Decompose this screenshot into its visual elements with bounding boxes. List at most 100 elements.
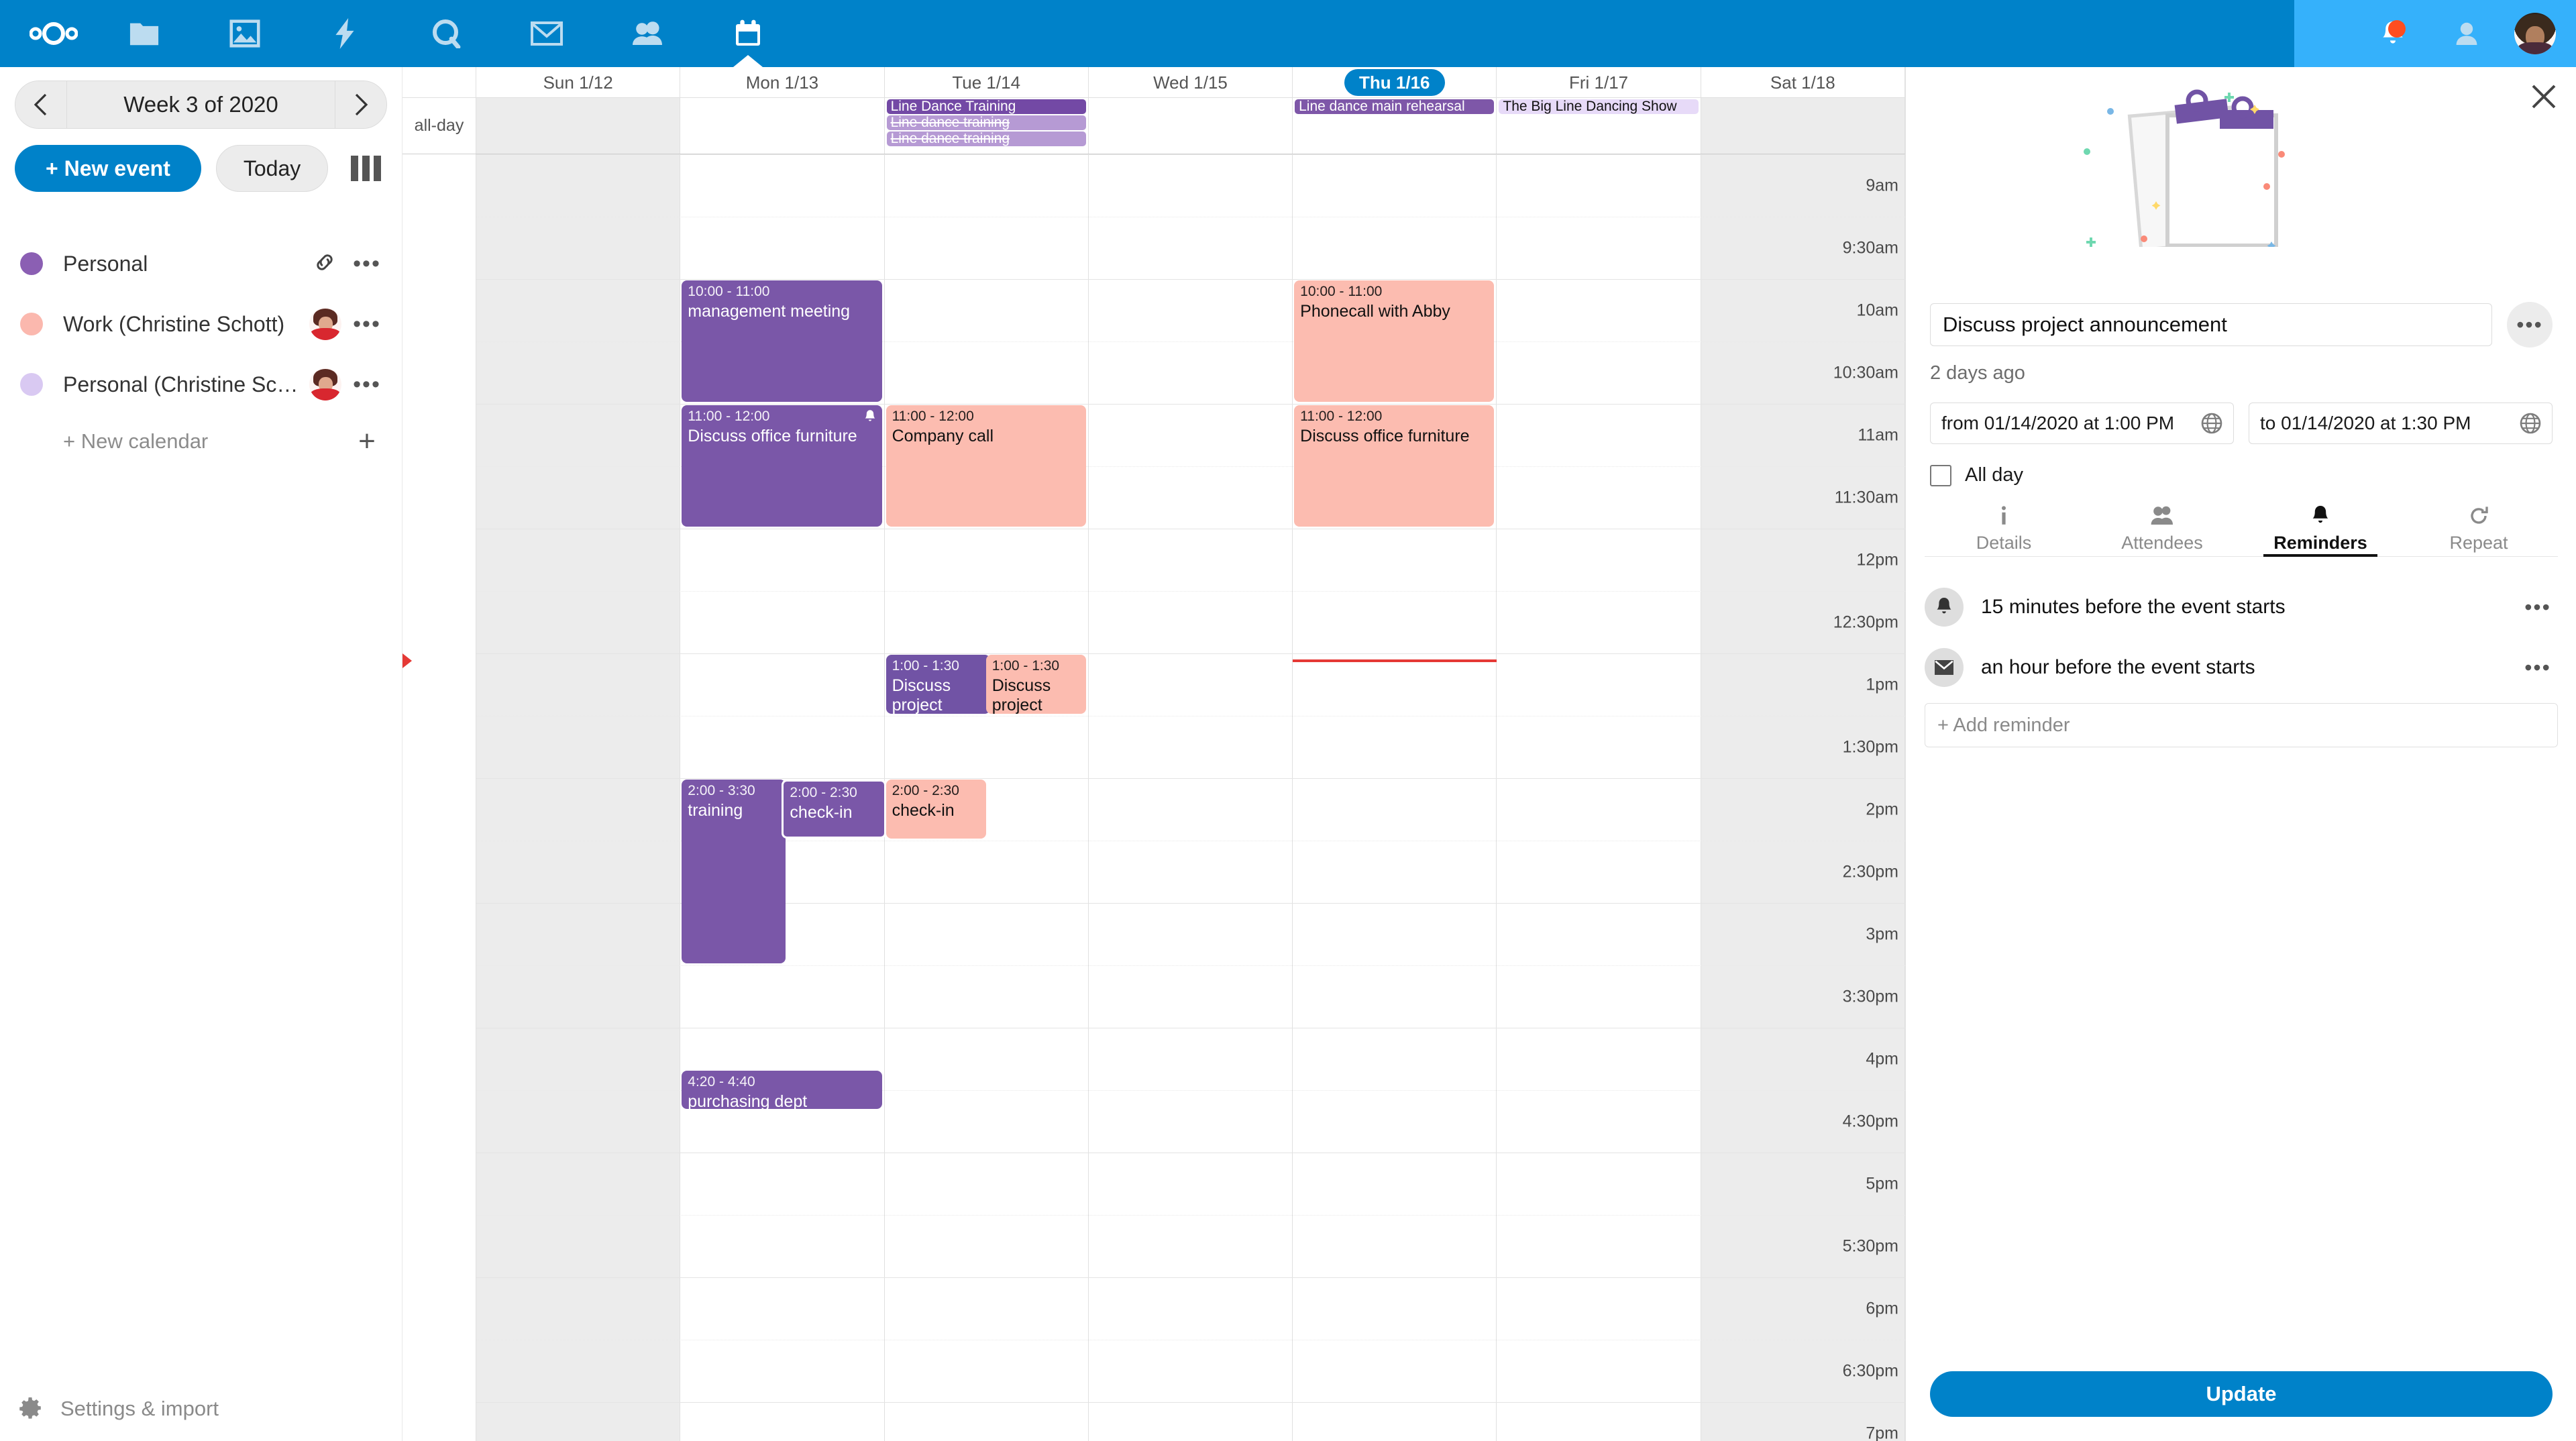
calendar-event[interactable]: 2:00 - 2:30 check-in (782, 780, 886, 839)
all-day-cell[interactable] (1089, 98, 1293, 154)
day-header-cell[interactable]: Wed 1/15 (1089, 67, 1293, 97)
plus-icon[interactable]: + (358, 425, 376, 458)
calendar-event[interactable]: 10:00 - 11:00 Phonecall with Abby (1294, 280, 1495, 402)
time-label: 5:30pm (1842, 1236, 1898, 1255)
calendar-event[interactable]: 11:00 - 12:00 Discuss office furniture (682, 405, 882, 527)
day-header-cell[interactable]: Mon 1/13 (680, 67, 885, 97)
tab-label: Attendees (2121, 533, 2203, 553)
globe-icon (2520, 413, 2541, 434)
calendar-actions-button[interactable]: ••• (353, 372, 381, 397)
day-header-cell[interactable]: Sat 1/18 (1701, 67, 1905, 97)
nav-item-photos[interactable] (195, 0, 295, 67)
calendar-list-item[interactable]: Work (Christine Schott) ••• (0, 294, 402, 354)
day-header-cell[interactable]: Tue 1/14 (885, 67, 1089, 97)
all-day-cell[interactable] (680, 98, 885, 154)
link-icon[interactable] (313, 251, 336, 277)
calendar-event[interactable]: 2:00 - 2:30 check-in (885, 780, 986, 839)
time-label: 11:30am (1834, 488, 1898, 506)
calendar-event[interactable]: 11:00 - 12:00 Company call (885, 405, 1086, 527)
calendar-event[interactable]: 4:20 - 4:40 purchasing dept (682, 1070, 882, 1109)
grid-line (476, 466, 1905, 467)
event-end-field[interactable]: to 01/14/2020 at 1:30 PM (2249, 403, 2553, 444)
nav-item-calendar[interactable] (698, 0, 798, 67)
day-header-cell[interactable]: Sun 1/12 (476, 67, 681, 97)
day-column[interactable] (1293, 154, 1497, 1441)
close-icon[interactable] (2530, 83, 2557, 113)
time-label: 5pm (1866, 1174, 1898, 1193)
calendar-color-dot (20, 313, 43, 335)
event-title: check-in (790, 802, 853, 822)
user-icon (2456, 22, 2477, 45)
new-event-button[interactable]: + New event (15, 145, 201, 192)
new-calendar-button[interactable]: + New calendar + (0, 415, 402, 468)
all-day-event[interactable]: Line Dance Training (886, 99, 1086, 114)
event-title-input[interactable] (1930, 303, 2492, 346)
all-day-checkbox[interactable] (1930, 464, 1951, 486)
contacts-menu-button[interactable] (2430, 0, 2504, 67)
all-day-cell[interactable]: Line dance main rehearsal (1293, 98, 1497, 154)
time-grid-scroll[interactable]: 9am 9:30am 10am 10:30am 11am 11:30am 12pm 12:30… (402, 154, 1905, 1441)
day-header-cell[interactable]: Fri 1/17 (1497, 67, 1701, 97)
time-label: 6:30pm (1842, 1361, 1898, 1380)
day-column[interactable] (1701, 154, 1905, 1441)
avatar[interactable] (2514, 13, 2556, 54)
nav-item-mail[interactable] (496, 0, 597, 67)
left-sidebar: Week 3 of 2020 + New event Today Persona… (0, 67, 402, 1441)
tab-repeat[interactable]: Repeat (2400, 502, 2558, 556)
day-header-cell[interactable]: Thu 1/16 (1293, 67, 1497, 97)
all-day-cell[interactable]: The Big Line Dancing Show (1497, 98, 1701, 154)
calendar-list-item[interactable]: Personal (Christine Scho... ••• (0, 354, 402, 415)
all-day-cell[interactable] (476, 98, 681, 154)
tab-label: Repeat (2449, 533, 2508, 553)
calendar-icon (736, 19, 760, 46)
all-day-event[interactable]: Line dance training (886, 131, 1086, 146)
event-start-field[interactable]: from 01/14/2020 at 1:00 PM (1930, 403, 2234, 444)
tab-attendees[interactable]: Attendees (2083, 502, 2241, 556)
event-title: Phonecall with Abby (1300, 301, 1450, 321)
tab-reminders[interactable]: Reminders (2241, 502, 2400, 557)
nextcloud-logo[interactable] (13, 22, 94, 45)
envelope-icon (1925, 648, 1964, 687)
update-button[interactable]: Update (1930, 1371, 2553, 1417)
add-reminder-button[interactable]: + Add reminder (1925, 703, 2558, 747)
tab-details[interactable]: Details (1925, 502, 2083, 556)
columns-icon[interactable] (351, 156, 382, 181)
all-day-event[interactable]: Line dance training (886, 115, 1086, 130)
all-day-cell[interactable] (1701, 98, 1905, 154)
event-time: 1:00 - 1:30 (892, 658, 959, 674)
settings-and-import-button[interactable]: Settings & import (0, 1377, 402, 1441)
calendar-event[interactable]: 1:00 - 1:30 Discuss project (985, 655, 1086, 714)
reminder-item[interactable]: an hour before the event starts ••• (1925, 637, 2558, 698)
more-actions-icon[interactable]: ••• (2507, 302, 2553, 348)
calendar-actions-button[interactable]: ••• (353, 311, 381, 337)
event-time: 10:00 - 11:00 (688, 284, 770, 299)
day-column[interactable] (476, 154, 681, 1441)
notifications-button[interactable] (2356, 0, 2430, 67)
reminder-actions-button[interactable]: ••• (2524, 655, 2551, 680)
calendar-event[interactable]: 2:00 - 3:30 training (682, 780, 786, 963)
time-label: 10am (1856, 301, 1898, 319)
calendar-event[interactable]: 11:00 - 12:00 Discuss office furniture (1294, 405, 1495, 527)
bell-icon (1925, 588, 1964, 627)
nav-item-files[interactable] (94, 0, 195, 67)
reminder-item[interactable]: 15 minutes before the event starts ••• (1925, 577, 2558, 637)
day-column[interactable] (885, 154, 1089, 1441)
nav-item-search-app[interactable] (396, 0, 496, 67)
day-column[interactable] (1089, 154, 1293, 1441)
all-day-event[interactable]: The Big Line Dancing Show (1499, 99, 1699, 114)
next-week-button[interactable] (335, 81, 386, 128)
calendar-name: Personal (Christine Scho... (63, 372, 309, 396)
all-day-cell[interactable]: Line Dance Training Line dance training Li… (885, 98, 1089, 154)
calendar-color-dot (20, 252, 43, 275)
nav-item-activity[interactable] (295, 0, 396, 67)
all-day-event[interactable]: Line dance main rehearsal (1295, 99, 1495, 114)
day-column[interactable] (1497, 154, 1701, 1441)
nav-item-contacts[interactable] (597, 0, 698, 67)
calendar-actions-button[interactable]: ••• (353, 251, 381, 276)
reminder-actions-button[interactable]: ••• (2524, 595, 2551, 619)
today-button[interactable]: Today (215, 145, 329, 192)
previous-week-button[interactable] (15, 81, 66, 128)
calendar-event[interactable]: 1:00 - 1:30 Discuss project announcement (885, 655, 990, 714)
calendar-list-item[interactable]: Personal ••• (0, 233, 402, 294)
calendar-event[interactable]: 10:00 - 11:00 management meeting (682, 280, 882, 402)
